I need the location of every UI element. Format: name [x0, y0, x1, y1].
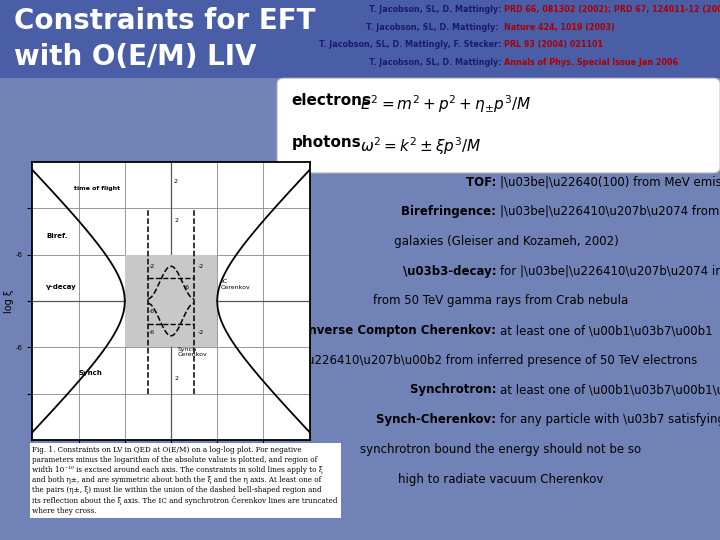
Text: Birefringence:: Birefringence:	[401, 205, 500, 218]
Text: |\u03be|\u226410\u207b\u2074 from UV light of radio: |\u03be|\u226410\u207b\u2074 from UV lig…	[500, 205, 720, 218]
Text: -6: -6	[148, 309, 155, 314]
Text: 2: 2	[174, 179, 178, 184]
Text: T. Jacobson, SL, D. Mattingly:: T. Jacobson, SL, D. Mattingly:	[366, 23, 504, 32]
FancyBboxPatch shape	[277, 78, 720, 173]
Text: Nature 424, 1019 (2003): Nature 424, 1019 (2003)	[504, 23, 615, 32]
Text: electrons: electrons	[292, 93, 372, 109]
Text: -6: -6	[184, 286, 190, 291]
Text: PRD 66, 081302 (2002); PRD 67, 124011-12 (2003): PRD 66, 081302 (2002); PRD 67, 124011-12…	[504, 5, 720, 15]
Y-axis label: log ξ: log ξ	[4, 289, 14, 313]
Text: -2: -2	[148, 264, 155, 269]
Text: T. Jacobson, SL, D. Mattingly:: T. Jacobson, SL, D. Mattingly:	[369, 58, 504, 66]
Text: galaxies (Gleiser and Kozameh, 2002): galaxies (Gleiser and Kozameh, 2002)	[382, 235, 618, 248]
Text: $E^2 = m^2 + p^2 + \eta_{\pm}p^3/M$: $E^2 = m^2 + p^2 + \eta_{\pm}p^3/M$	[360, 93, 531, 115]
Text: -2: -2	[198, 330, 204, 335]
Text: high to radiate vacuum Cherenkov: high to radiate vacuum Cherenkov	[397, 472, 603, 485]
X-axis label: log η: log η	[159, 457, 183, 467]
Text: time of flight: time of flight	[74, 186, 120, 191]
Text: \u03b3-decay:: \u03b3-decay:	[402, 265, 500, 278]
Text: |\u03be|\u22640(100) from MeV emission GRB: |\u03be|\u22640(100) from MeV emission G…	[500, 176, 720, 188]
Text: Synch-Cherenkov:: Synch-Cherenkov:	[377, 413, 500, 426]
Bar	[125, 255, 217, 347]
Text: T. Jacobson, SL, D. Mattingly:: T. Jacobson, SL, D. Mattingly:	[369, 5, 504, 15]
Text: Synch
Cerenkov: Synch Cerenkov	[178, 347, 207, 357]
Text: PRL 93 (2004) 021101: PRL 93 (2004) 021101	[504, 40, 603, 49]
Text: Biref.: Biref.	[46, 233, 68, 239]
Text: Synchrotron:: Synchrotron:	[410, 383, 500, 396]
Text: from 50 TeV gamma rays from Crab nebula: from 50 TeV gamma rays from Crab nebula	[373, 294, 628, 307]
Text: -6: -6	[148, 330, 155, 335]
Text: IC
Cerenkov: IC Cerenkov	[221, 279, 251, 290]
Text: 2: 2	[174, 376, 179, 381]
Text: photons: photons	[292, 135, 361, 150]
Text: $\omega^2 = k^2 \pm \xi p^3/M$: $\omega^2 = k^2 \pm \xi p^3/M$	[360, 135, 482, 157]
Text: T. Jacobson, SL, D. Mattingly, F. Stecker:: T. Jacobson, SL, D. Mattingly, F. Stecke…	[319, 40, 504, 49]
Text: -2: -2	[198, 264, 204, 269]
Text: at least one of \u00b1\u03b7\u00b1: at least one of \u00b1\u03b7\u00b1	[500, 324, 713, 337]
Text: synchrotron bound the energy should not be so: synchrotron bound the energy should not …	[360, 443, 641, 456]
Text: for |\u03be|\u226410\u207b\u2074 implies |\u03b7\u00b1| \u22640.2: for |\u03be|\u226410\u207b\u2074 implies…	[500, 265, 720, 278]
Text: 2: 2	[174, 218, 179, 223]
Text: Inverse Compton Cherenkov:: Inverse Compton Cherenkov:	[305, 324, 500, 337]
Text: Constraints for EFT
with O(E/M) LIV: Constraints for EFT with O(E/M) LIV	[14, 8, 316, 71]
Bar	[0, 0, 720, 78]
Text: at least one of \u00b1\u03b7\u00b1\u2265-10\u207b\u2078: at least one of \u00b1\u03b7\u00b1\u2265…	[500, 383, 720, 396]
Text: Fig. 1. Constraints on LV in QED at O(E/M) on a log-log plot. For negative
param: Fig. 1. Constraints on LV in QED at O(E/…	[32, 446, 338, 516]
Text: for any particle with \u03b7 satisfying: for any particle with \u03b7 satisfying	[500, 413, 720, 426]
Text: Synch: Synch	[78, 370, 102, 376]
Text: \u226410\u207b\u00b2 from inferred presence of 50 TeV electrons: \u226410\u207b\u00b2 from inferred prese…	[303, 354, 698, 367]
Text: TOF:: TOF:	[466, 176, 500, 188]
Text: Annals of Phys. Special Issue Jan 2006: Annals of Phys. Special Issue Jan 2006	[504, 58, 678, 66]
Text: γ-decay: γ-decay	[46, 285, 77, 291]
